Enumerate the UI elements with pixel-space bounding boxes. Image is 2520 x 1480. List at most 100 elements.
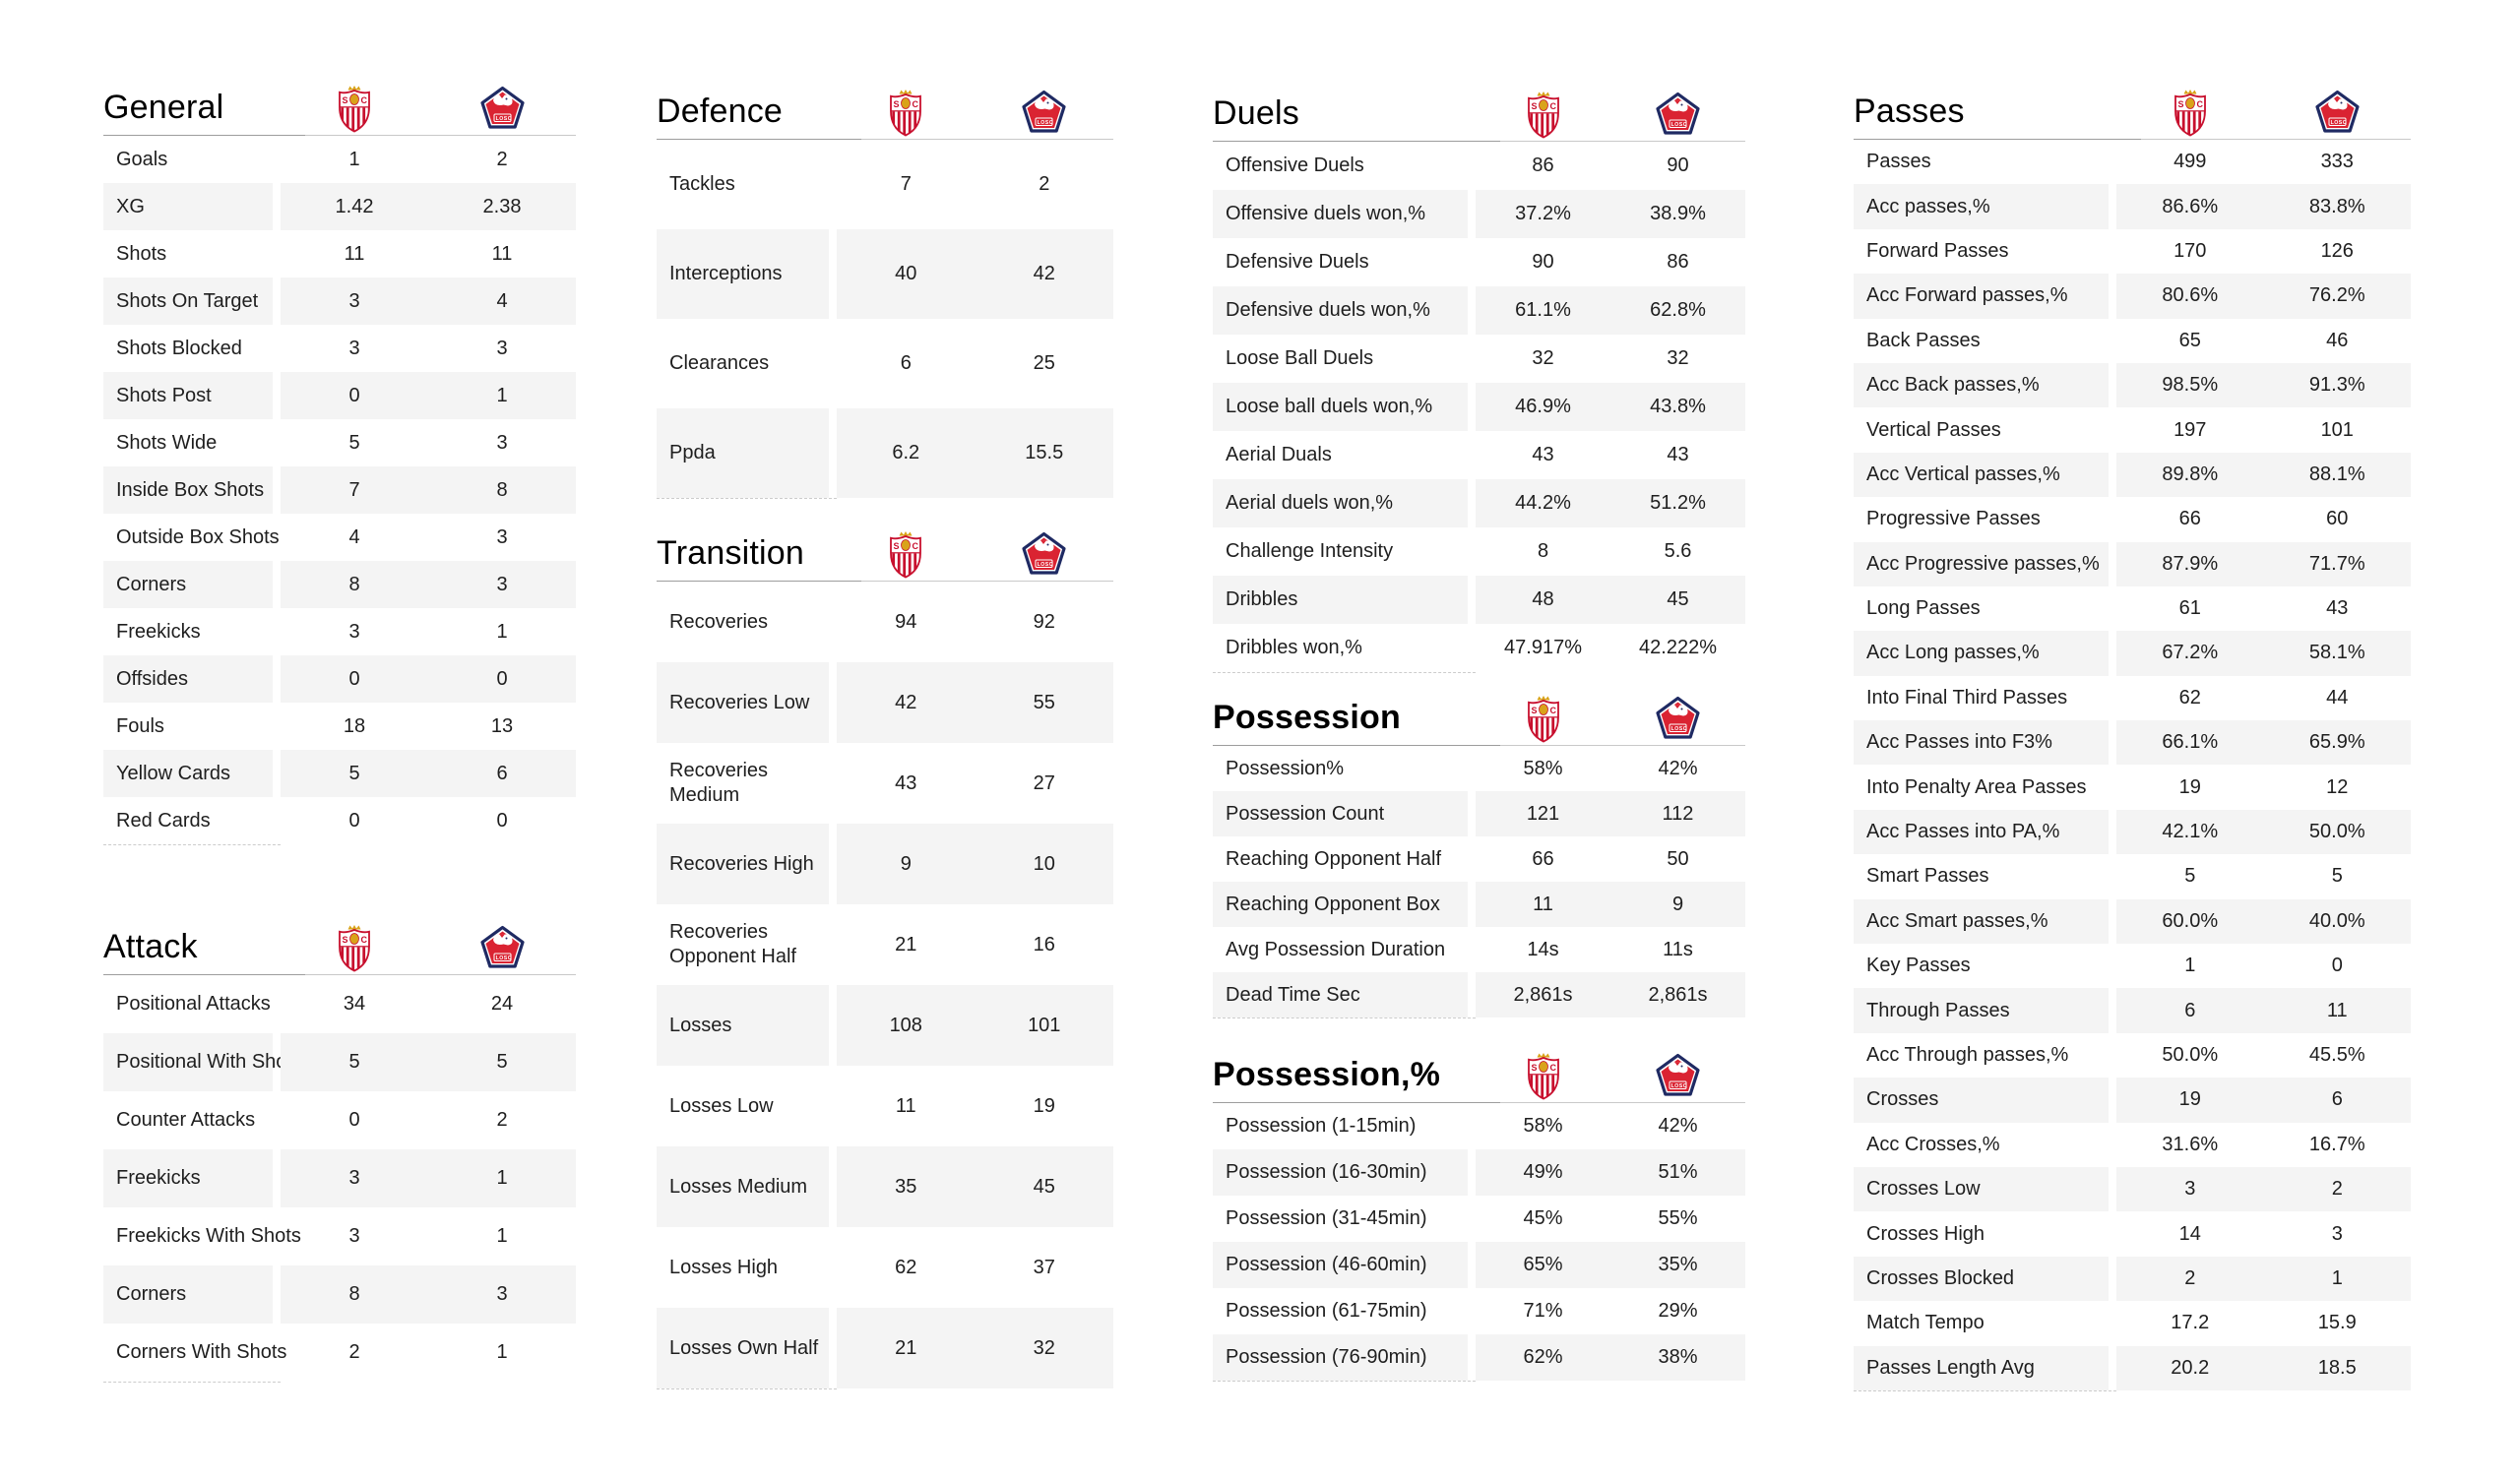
- stat-label: XG: [103, 183, 273, 230]
- stat-label: Offensive Duels: [1226, 154, 1364, 176]
- section-end-divider: [103, 1382, 281, 1383]
- stat-row: Shots 11 11: [103, 230, 576, 278]
- section-rows: Possession (1-15min) 58% 42% Possession …: [1213, 1103, 1745, 1381]
- stat-value-home: 499: [2174, 151, 2207, 173]
- stat-row: Long Passes 61 43: [1854, 586, 2411, 631]
- stat-value-away: 3: [2331, 1222, 2343, 1245]
- stat-row: Into Penalty Area Passes 19 12: [1854, 765, 2411, 809]
- stat-row: Back Passes 65 46: [1854, 319, 2411, 363]
- section-rows: Positional Attacks 34 24 Positional With…: [103, 975, 576, 1382]
- stat-value-home: 65: [2178, 329, 2201, 351]
- stat-row: Counter Attacks 0 2: [103, 1091, 576, 1149]
- stat-row: Losses Own Half 21 32: [657, 1308, 1113, 1388]
- stat-row: Challenge Intensity 8 5.6: [1213, 527, 1745, 576]
- stat-value-away: 46: [2326, 329, 2349, 351]
- stat-value-away: 0: [428, 655, 576, 703]
- stat-value-away: 43: [2326, 597, 2349, 620]
- stat-label: Corners With Shots: [116, 1341, 287, 1363]
- stat-value-away: 90: [1667, 154, 1689, 176]
- stat-value-away: 44: [2326, 686, 2349, 709]
- stat-value-away: 13: [490, 714, 514, 737]
- stat-value-away: 3: [496, 525, 508, 548]
- section-end-divider: [657, 498, 837, 499]
- stat-value-home: 62: [2178, 686, 2201, 709]
- stat-label: Inside Box Shots: [103, 466, 273, 514]
- sevilla-crest-icon: S C: [339, 924, 370, 971]
- stat-label: Counter Attacks: [116, 1109, 256, 1131]
- stat-label: Corners: [103, 561, 273, 608]
- stat-value-away: 19: [1033, 1094, 1055, 1117]
- stat-label: Acc Progressive passes,%: [1854, 541, 2109, 586]
- stat-value-home: 67.2%: [2116, 631, 2264, 676]
- stat-label: Losses Medium: [657, 1146, 829, 1227]
- section-rows: Offensive Duels 86 90 Offensive duels wo…: [1213, 142, 1745, 672]
- stat-value-home: 80.6%: [2116, 274, 2264, 319]
- stat-row: Shots On Target 3 4: [103, 278, 576, 325]
- svg-text:S: S: [343, 95, 348, 105]
- stat-label: Smart Passes: [1866, 865, 1989, 888]
- stat-row: Possession (16-30min) 49% 51%: [1213, 1149, 1745, 1196]
- stat-label: Yellow Cards: [103, 750, 273, 797]
- stat-value-away: 2,861s: [1610, 972, 1745, 1018]
- stat-value-home: 3: [348, 620, 360, 643]
- stat-value-away: 126: [2320, 239, 2354, 262]
- stats-section-possession-pct: Possession,% S C: [1213, 1048, 1745, 1382]
- stat-label: Goals: [116, 148, 168, 170]
- stat-row: Clearances 6 25: [657, 319, 1113, 408]
- stat-value-home: 8: [1537, 540, 1549, 562]
- stat-label: Vertical Passes: [1866, 418, 2001, 441]
- stat-value-home: 7: [281, 466, 428, 514]
- home-team-crest: S C: [1476, 87, 1610, 141]
- stat-label: Shots: [116, 242, 167, 265]
- stat-value-home: 14: [2178, 1222, 2201, 1245]
- stat-row: Goals 1 2: [103, 136, 576, 183]
- stat-value-home: 0: [281, 372, 428, 419]
- stat-value-away: 42%: [1658, 1115, 1698, 1137]
- lille-crest-icon: LOSC: [1656, 696, 1700, 739]
- stat-row: Losses Low 11 19: [657, 1066, 1113, 1146]
- stat-row: Outside Box Shots 4 3: [103, 514, 576, 561]
- stat-label: Crosses Low: [1854, 1166, 2109, 1212]
- stat-row: Loose Ball Duels 32 32: [1213, 335, 1745, 383]
- stat-value-away: 11s: [1663, 938, 1693, 960]
- stat-row: Offensive Duels 86 90: [1213, 142, 1745, 190]
- stat-value-home: 5: [2184, 865, 2196, 888]
- stat-value-away: 43.8%: [1610, 383, 1745, 431]
- stat-label: Acc Through passes,%: [1866, 1044, 2069, 1066]
- section-header: General S C: [103, 81, 576, 136]
- stat-label: Recoveries Opponent Half: [669, 921, 796, 967]
- stat-row: Possession Count 121 112: [1213, 791, 1745, 836]
- sevilla-crest-icon: S C: [1527, 91, 1559, 138]
- stat-label: Possession%: [1226, 757, 1345, 779]
- stat-value-away: 29%: [1658, 1300, 1698, 1322]
- stat-row: Acc Vertical passes,% 89.8% 88.1%: [1854, 452, 2411, 498]
- stat-row: Dribbles won,% 47.917% 42.222%: [1213, 624, 1745, 672]
- stat-value-home: 66: [2178, 508, 2201, 530]
- stat-label: Interceptions: [657, 229, 829, 319]
- section-rows: Goals 1 2 XG 1.42 2.38 Shots 11 11 Shots…: [103, 136, 576, 844]
- stat-label: Shots Wide: [116, 431, 218, 454]
- svg-text:S: S: [343, 935, 348, 945]
- stat-value-away: 51%: [1610, 1149, 1745, 1196]
- svg-text:S: S: [1531, 1063, 1537, 1073]
- stat-label: Freekicks: [116, 620, 201, 643]
- stat-value-away: 42: [975, 229, 1113, 319]
- stat-label: Back Passes: [1866, 329, 1981, 351]
- section-header: Defence S C: [657, 85, 1113, 140]
- home-team-crest: S C: [2116, 85, 2264, 139]
- stat-row: Vertical Passes 197 101: [1854, 407, 2411, 452]
- stat-row: Shots Wide 5 3: [103, 419, 576, 466]
- stat-label: Shots Post: [103, 372, 273, 419]
- stat-row: Positional Attacks 34 24: [103, 975, 576, 1033]
- stat-value-home: 5: [348, 431, 360, 454]
- stat-label: Defensive duels won,%: [1213, 286, 1468, 335]
- stat-value-away: 92: [1033, 610, 1055, 633]
- stat-row: Recoveries 94 92: [657, 582, 1113, 662]
- stat-value-home: 108: [837, 985, 976, 1066]
- stat-value-home: 43: [1532, 444, 1554, 465]
- lille-crest-icon: LOSC: [2315, 90, 2360, 133]
- stat-row: Defensive Duels 90 86: [1213, 238, 1745, 286]
- stat-label: Positional Attacks: [116, 993, 271, 1015]
- stat-label: Acc Vertical passes,%: [1854, 452, 2109, 498]
- stat-value-home: 42.1%: [2116, 809, 2264, 855]
